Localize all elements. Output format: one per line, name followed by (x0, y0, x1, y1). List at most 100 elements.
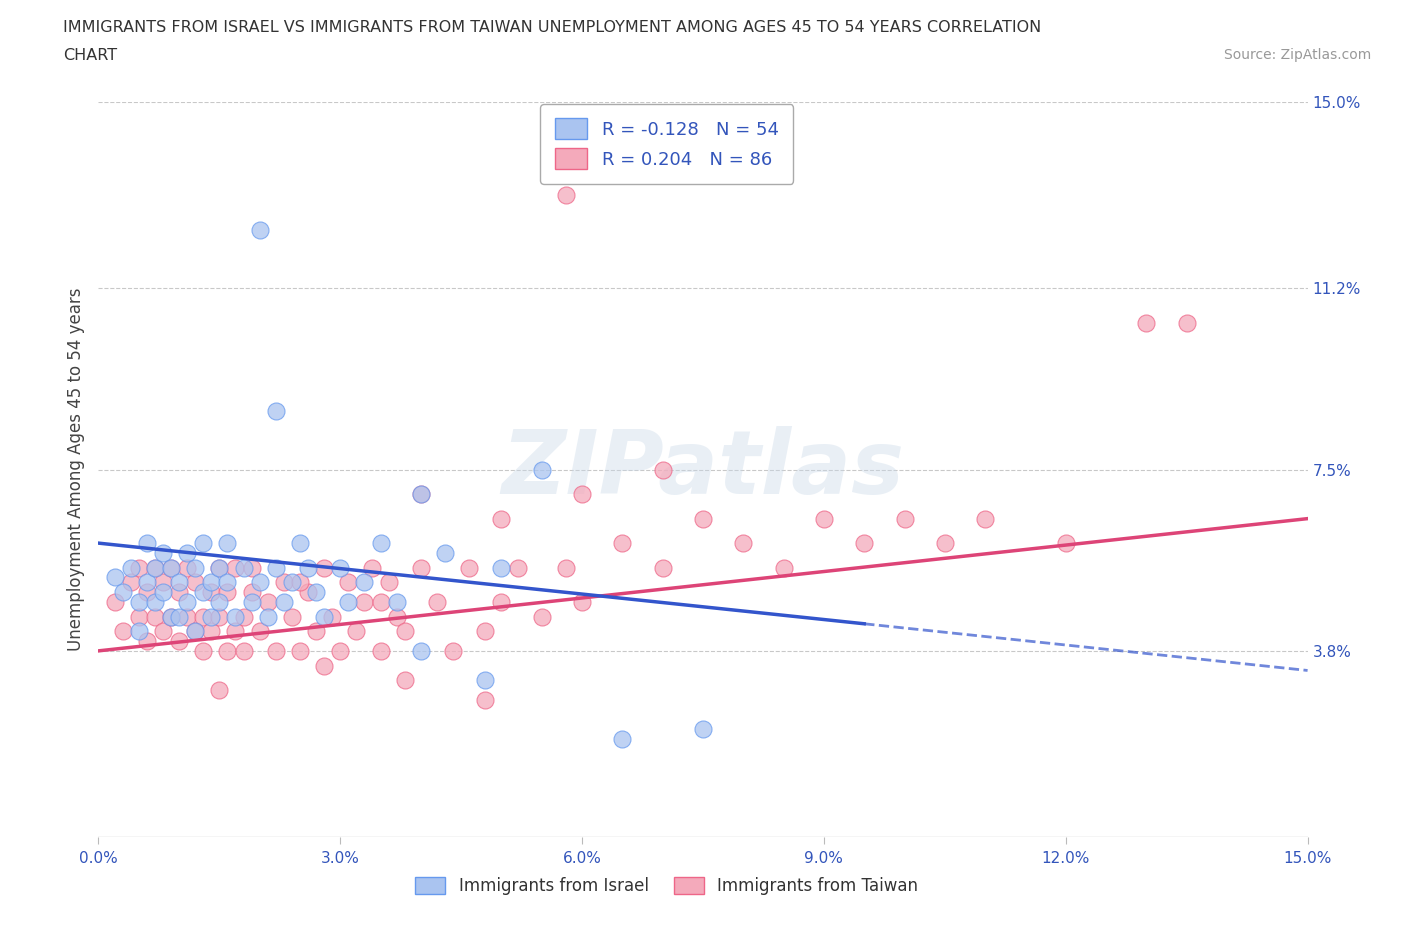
Point (530, 462, 553, 477)
Point (120, 560, 142, 575)
Point (612, 732, 634, 747)
Point (217, 575, 239, 590)
Point (370, 536, 392, 551)
Point (474, 693, 496, 708)
Point (103, 594, 125, 609)
Point (135, 633, 157, 648)
Point (370, 644, 392, 658)
Point (409, 560, 432, 575)
Point (167, 575, 190, 590)
Point (152, 585, 174, 600)
Point (409, 486, 432, 501)
Point (160, 560, 183, 575)
Point (934, 536, 956, 551)
Point (200, 609, 222, 624)
Point (240, 585, 263, 600)
Point (571, 594, 593, 609)
Point (571, 486, 593, 501)
Point (208, 683, 231, 698)
Text: CHART: CHART (63, 48, 117, 63)
Point (200, 624, 222, 639)
Point (813, 512, 835, 526)
Point (120, 575, 142, 590)
Point (321, 609, 343, 624)
Point (135, 536, 157, 551)
Point (184, 560, 207, 575)
Point (1175, 315, 1198, 330)
Point (217, 585, 239, 600)
Text: Source: ZipAtlas.com: Source: ZipAtlas.com (1223, 48, 1371, 62)
Point (249, 624, 271, 639)
Point (232, 609, 254, 624)
Point (409, 486, 432, 501)
Point (128, 594, 150, 609)
Point (344, 624, 367, 639)
Point (530, 609, 553, 624)
Point (249, 222, 271, 237)
Point (200, 575, 222, 590)
Point (506, 560, 529, 575)
Point (441, 644, 464, 658)
Point (305, 585, 328, 600)
Point (193, 585, 215, 600)
Point (193, 609, 215, 624)
Point (353, 594, 375, 609)
Point (256, 609, 278, 624)
Point (314, 658, 336, 673)
Point (224, 609, 246, 624)
Point (337, 575, 360, 590)
Point (152, 546, 174, 561)
Point (208, 560, 231, 575)
Point (434, 546, 457, 561)
Point (329, 560, 352, 575)
Point (217, 644, 239, 658)
Point (176, 560, 198, 575)
Point (288, 536, 311, 551)
Point (385, 594, 408, 609)
Point (167, 609, 190, 624)
Point (612, 536, 634, 551)
Point (692, 512, 714, 526)
Point (491, 594, 513, 609)
Point (217, 536, 239, 551)
Point (264, 404, 287, 418)
Point (143, 560, 166, 575)
Point (377, 575, 399, 590)
Point (370, 594, 392, 609)
Point (240, 560, 263, 575)
Point (256, 594, 278, 609)
Point (853, 536, 876, 551)
Point (224, 624, 246, 639)
Point (160, 609, 183, 624)
Point (103, 570, 125, 585)
Point (361, 560, 384, 575)
Point (555, 560, 578, 575)
Point (128, 624, 150, 639)
Point (135, 585, 157, 600)
Point (111, 585, 134, 600)
Point (184, 575, 207, 590)
Point (193, 536, 215, 551)
Point (394, 624, 416, 639)
Point (232, 644, 254, 658)
Point (297, 560, 319, 575)
Point (733, 536, 755, 551)
Point (193, 644, 215, 658)
Point (160, 609, 183, 624)
Point (200, 585, 222, 600)
Text: IMMIGRANTS FROM ISRAEL VS IMMIGRANTS FROM TAIWAN UNEMPLOYMENT AMONG AGES 45 TO 5: IMMIGRANTS FROM ISRAEL VS IMMIGRANTS FRO… (63, 20, 1042, 35)
Point (143, 560, 166, 575)
Point (240, 594, 263, 609)
Point (176, 546, 198, 561)
Point (474, 672, 496, 687)
Point (208, 609, 231, 624)
Point (409, 644, 432, 658)
Point (160, 560, 183, 575)
Point (176, 594, 198, 609)
Point (208, 594, 231, 609)
Point (458, 560, 481, 575)
Point (1054, 536, 1077, 551)
Point (329, 644, 352, 658)
Point (288, 575, 311, 590)
Point (385, 609, 408, 624)
